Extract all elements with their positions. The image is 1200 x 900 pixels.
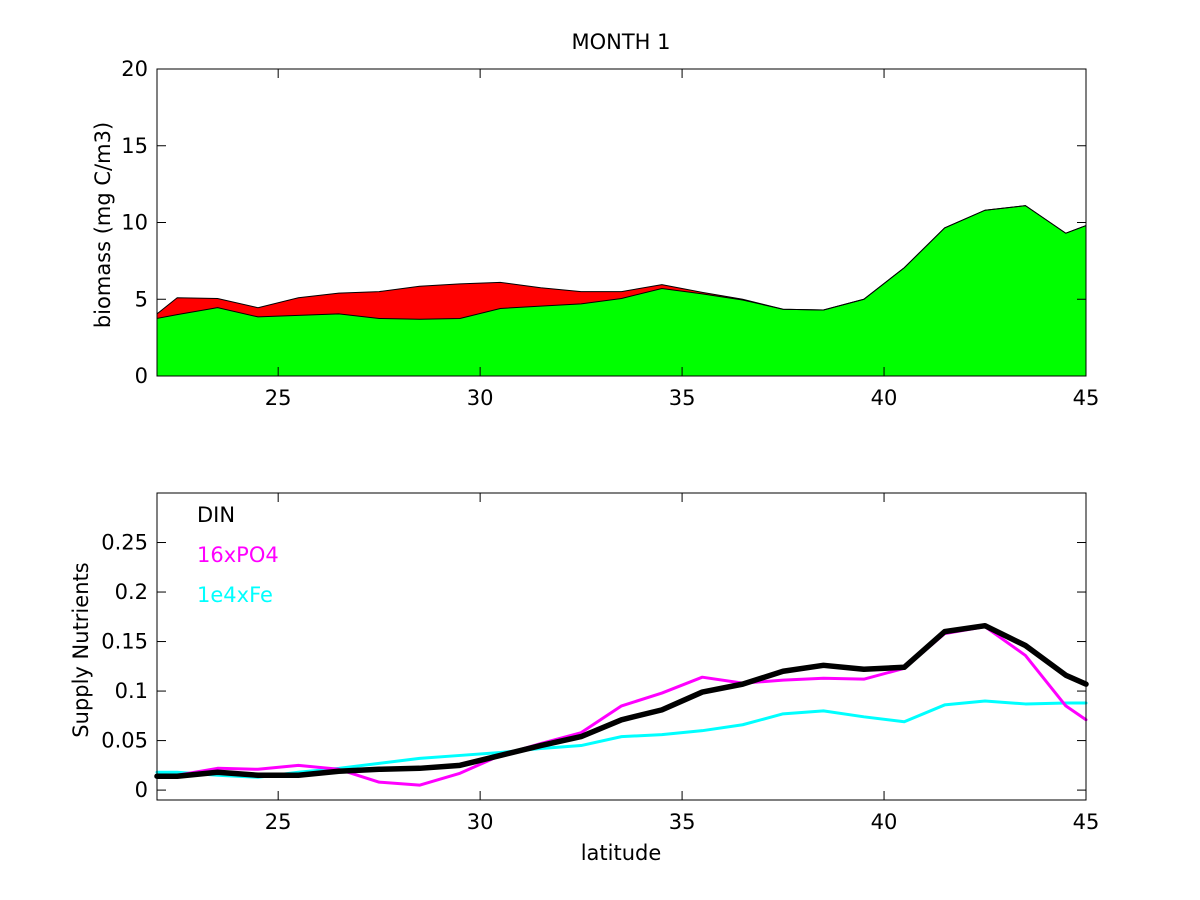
biomass-x-tick-label: 45 [1073,386,1100,410]
nutrients-y-tick-label: 0.2 [115,580,148,604]
biomass-y-tick-label: 5 [135,287,148,311]
nutrients-x-tick-label: 25 [265,810,292,834]
legend-label-16xpo4: 16xPO4 [197,543,279,567]
nutrients-x-tick-label: 30 [467,810,494,834]
biomass-y-tick-label: 15 [121,134,148,158]
biomass-areas [156,205,1087,376]
nutrients-y-tick-label: 0.1 [115,679,148,703]
nutrients-x-tick-label: 45 [1073,810,1100,834]
biomass-x-tick-label: 30 [467,386,494,410]
biomass-ticks: 25 30 35 40 45 0 5 10 15 20 [121,57,1099,410]
legend-label-1e4xfe: 1e4xFe [197,583,273,607]
nutrients-panel: 25 30 35 40 45 0 0.05 0.1 0.15 0.2 0.25 Supply Nut… [69,492,1099,865]
biomass-x-tick-label: 25 [265,386,292,410]
biomass-area-edge-1 [156,205,1087,315]
biomass-y-tick-label: 20 [121,57,148,81]
nutrients-y-axis-label: Supply Nutrients [69,562,93,737]
biomass-y-tick-label: 0 [135,364,148,388]
nutrients-y-tick-label: 0 [135,778,148,802]
biomass-x-tick-label: 35 [669,386,696,410]
nutrients-y-tick-label: 0.05 [101,729,148,753]
biomass-y-tick-label: 10 [121,211,148,235]
nutrients-x-tick-label: 40 [871,810,898,834]
biomass-panel: 25 30 35 40 45 0 5 10 15 20 biomass (mg C/m3) [91,57,1099,410]
biomass-area-green [157,205,1086,376]
biomass-x-tick-label: 40 [871,386,898,410]
nutrient-line-1e4xfe [155,699,1088,779]
nutrients-x-tick-label: 35 [669,810,696,834]
nutrient-line-din [154,622,1089,779]
figure-title: MONTH 1 [571,30,670,54]
biomass-y-axis-label: biomass (mg C/m3) [91,122,115,328]
nutrients-y-tick-label: 0.25 [101,531,148,555]
nutrients-ticks: 25 30 35 40 45 0 0.05 0.1 0.15 0.2 0.25 [101,493,1099,834]
nutrients-y-tick-label: 0.15 [101,630,148,654]
nutrients-x-axis-label: latitude [581,841,662,865]
nutrients-axes-box [156,492,1087,801]
legend-label-din: DIN [197,503,235,527]
nutrients-legend: DIN 16xPO4 1e4xFe [197,503,279,607]
nutrient-lines [154,622,1089,787]
biomass-area-red [157,205,1086,320]
